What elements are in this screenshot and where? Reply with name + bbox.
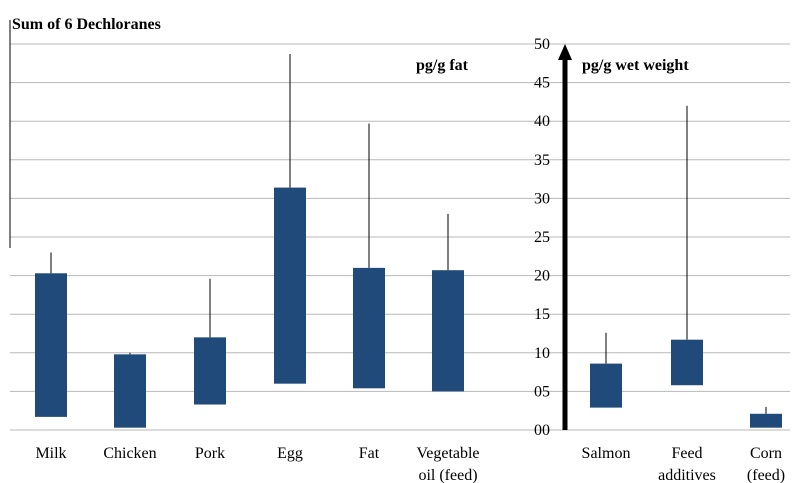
y-tick-label: 00 (534, 422, 550, 439)
category-label: Feed (671, 445, 702, 462)
box-egg (274, 187, 306, 384)
category-label: oil (feed) (418, 467, 477, 483)
box-chicken (114, 354, 146, 428)
boxes (35, 187, 782, 428)
category-label: Fat (359, 445, 380, 462)
category-label: (feed) (747, 467, 785, 483)
category-label: Egg (277, 445, 303, 462)
y-tick-label: 25 (534, 229, 550, 246)
box-vegetable-oil-feed- (432, 270, 464, 392)
whiskers (50, 54, 767, 414)
y-tick-label: 45 (534, 75, 550, 92)
category-label: Vegetable (416, 445, 479, 462)
category-labels: Milk Chicken Pork Egg Fat Vegetable oil (feed)… (35, 445, 785, 483)
y-tick-label: 10 (534, 345, 550, 362)
category-label: Milk (35, 445, 66, 462)
y-tick-label: 05 (534, 383, 550, 400)
right-axis-arrow-head (558, 44, 572, 60)
category-label: Chicken (103, 445, 156, 462)
box-milk (35, 273, 67, 417)
gridlines (10, 43, 790, 431)
right-unit-label: pg/g wet weight (582, 57, 689, 74)
y-tick-label: 35 (534, 152, 550, 169)
category-label: additives (658, 467, 716, 483)
category-label: Salmon (582, 445, 631, 462)
box-pork (194, 337, 226, 405)
y-tick-label: 15 (534, 306, 550, 323)
y-tick-label: 30 (534, 190, 550, 207)
box-fat (353, 267, 385, 389)
y-tick-label: 40 (534, 113, 550, 130)
left-unit-label: pg/g fat (416, 57, 469, 74)
category-label: Pork (195, 445, 225, 462)
category-label: Corn (750, 445, 782, 462)
box-salmon (590, 363, 622, 408)
y-tick-label: 20 (534, 268, 550, 285)
box-feed-additives (671, 339, 703, 386)
y-tick-labels: 00 05 10 15 20 25 30 35 40 45 50 (534, 36, 550, 439)
chart-title: Sum of 6 Dechloranes (12, 16, 161, 33)
box-corn-feed- (750, 413, 782, 428)
y-tick-label: 50 (534, 36, 550, 53)
